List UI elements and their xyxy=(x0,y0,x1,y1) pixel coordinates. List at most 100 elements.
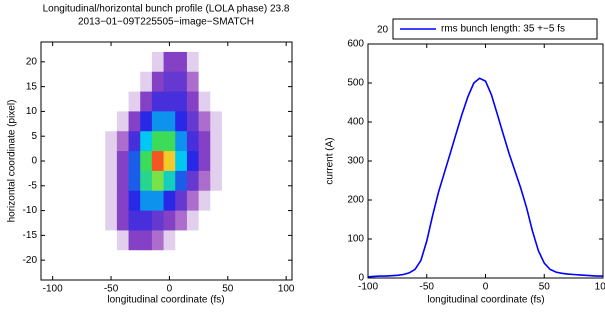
heatmap-cell xyxy=(199,151,211,171)
heatmap-cell xyxy=(117,131,129,151)
heatmap-cell xyxy=(152,250,164,270)
heatmap-cell xyxy=(222,211,234,231)
heatmap-cell xyxy=(222,250,234,270)
heatmap-cell xyxy=(175,171,187,191)
heatmap-cell xyxy=(175,131,187,151)
heatmap-cell xyxy=(199,111,211,131)
heatmap-cell xyxy=(152,131,164,151)
heatmap-cell xyxy=(152,72,164,92)
y-tick-label: 400 xyxy=(347,117,364,128)
heatmap-cell xyxy=(129,250,141,270)
heatmap-cell xyxy=(199,171,211,191)
heatmap-cell xyxy=(129,191,141,211)
heatmap-cell xyxy=(140,211,152,231)
heatmap-cell xyxy=(210,92,222,112)
y-tick-label: 5 xyxy=(31,131,37,142)
heatmap-cell xyxy=(105,72,117,92)
heatmap-cell xyxy=(164,92,176,112)
heatmap-cell xyxy=(175,92,187,112)
heatmap-cell xyxy=(140,151,152,171)
heatmap-cell xyxy=(105,171,117,191)
heatmap-cell xyxy=(129,111,141,131)
heatmap-cell xyxy=(152,230,164,250)
heatmap-cell xyxy=(129,211,141,231)
heatmap-cell xyxy=(187,171,199,191)
x-tick-label: -50 xyxy=(420,282,435,293)
x-axis-label: longitudinal coordinate (fs) xyxy=(107,295,224,306)
heatmap-cell xyxy=(164,250,176,270)
heatmap-cell xyxy=(140,250,152,270)
heatmap-cell xyxy=(222,92,234,112)
heatmap-cell xyxy=(199,191,211,211)
heatmap-cell xyxy=(129,92,141,112)
heatmap-cell xyxy=(187,72,199,92)
heatmap-cell xyxy=(94,191,106,211)
heatmap-cell xyxy=(117,92,129,112)
heatmap-cell xyxy=(210,151,222,171)
heatmap-cell xyxy=(187,151,199,171)
heatmap-cell xyxy=(117,171,129,191)
heatmap-cell xyxy=(105,230,117,250)
heatmap-cell xyxy=(129,230,141,250)
heatmap-cell xyxy=(210,131,222,151)
heatmap-cell xyxy=(105,151,117,171)
y-tick-label: 20 xyxy=(26,56,38,67)
heatmap-cell xyxy=(117,230,129,250)
heatmap-cell xyxy=(105,92,117,112)
heatmap-cell xyxy=(175,151,187,171)
heatmap-cell xyxy=(105,131,117,151)
y-tick-label: 10 xyxy=(26,106,38,117)
heatmap-cell xyxy=(129,171,141,191)
x-tick-label: 100 xyxy=(595,282,605,293)
heatmap-cell xyxy=(175,111,187,131)
heatmap-cell xyxy=(222,151,234,171)
heatmap-cell xyxy=(94,250,106,270)
heatmap-cell xyxy=(152,171,164,191)
heatmap-cell xyxy=(175,52,187,72)
heatmap-cell xyxy=(222,131,234,151)
heatmap-cell xyxy=(117,52,129,72)
x-tick-label: -100 xyxy=(43,284,63,295)
heatmap-cell xyxy=(210,250,222,270)
y-tick-label: 200 xyxy=(347,195,364,206)
data-line xyxy=(368,78,603,276)
heatmap-cell xyxy=(105,52,117,72)
heatmap-cell xyxy=(140,171,152,191)
heatmap-cell xyxy=(152,191,164,211)
y-tick-label: 0 xyxy=(31,156,37,167)
heatmap-cell xyxy=(117,250,129,270)
x-axis-label: longitudinal coordinate (fs) xyxy=(427,295,544,306)
y-tick-label: 0 xyxy=(358,273,364,284)
heatmap-cell xyxy=(94,92,106,112)
y-tick-label: 100 xyxy=(347,234,364,245)
heatmap-cell xyxy=(210,191,222,211)
heatmap-cell xyxy=(210,52,222,72)
heatmap-cell xyxy=(94,52,106,72)
heatmap-cell xyxy=(164,72,176,92)
heatmap-cell xyxy=(210,230,222,250)
heatmap-cell xyxy=(187,191,199,211)
heatmap-cell xyxy=(210,72,222,92)
heatmap-cell xyxy=(129,151,141,171)
chart-title: 20 xyxy=(377,25,389,36)
y-axis-label: horizontal coordinate (pixel) xyxy=(7,100,18,223)
heatmap-cell xyxy=(94,111,106,131)
heatmap-cell xyxy=(175,250,187,270)
heatmap-cell xyxy=(175,191,187,211)
chart-subtitle: 2013−01−09T225505−image−SMATCH xyxy=(78,17,254,28)
x-tick-label: 50 xyxy=(539,282,551,293)
heatmap-cell xyxy=(210,111,222,131)
x-tick-label: 100 xyxy=(278,284,295,295)
y-tick-label: -15 xyxy=(23,230,38,241)
heatmap-cell xyxy=(117,111,129,131)
axes-box xyxy=(368,44,603,278)
y-tick-label: 300 xyxy=(347,156,364,167)
heatmap-cell xyxy=(222,191,234,211)
heatmap-cell xyxy=(164,151,176,171)
heatmap-cell xyxy=(140,191,152,211)
heatmap-cell xyxy=(210,171,222,191)
heatmap-cell xyxy=(164,230,176,250)
heatmap-cell xyxy=(222,230,234,250)
heatmap-cell xyxy=(140,230,152,250)
